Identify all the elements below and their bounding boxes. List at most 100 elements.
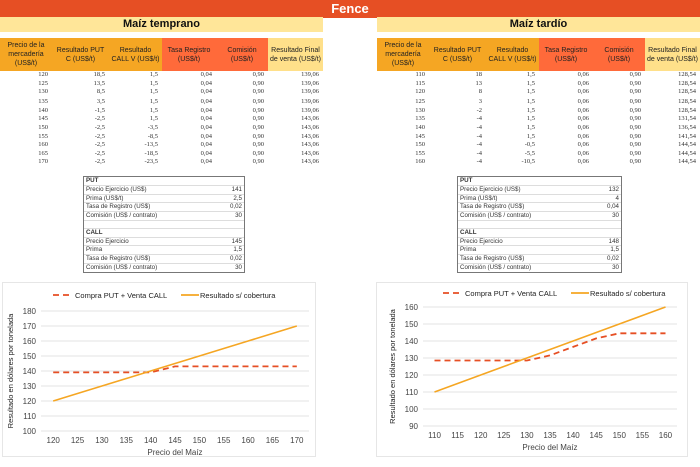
parameter-value: 30 [235,212,242,220]
table-cell: -23,5 [144,158,158,166]
table-row: 140 -4 1,5 0,06 0,90 136,54 [377,124,700,133]
table-cell: 136,54 [678,124,696,132]
table-cell: 125 [38,79,48,87]
y-tick-label: 90 [409,422,418,431]
table-cell: 120 [38,71,48,78]
table-cell: 13,5 [93,79,105,87]
table-cell: -18,5 [144,149,158,157]
parameter-value: 0,02 [229,255,242,263]
table-cell: -3,5 [147,124,158,132]
parameter-row: Precio Ejercicio (US$) 141 [84,186,244,195]
table-cell: 139,06 [301,88,319,96]
y-tick-label: 100 [23,427,37,436]
put-heading-label: PUT [86,177,99,184]
table-cell: 139,06 [301,79,319,87]
parameters-box-left: PUT Precio Ejercicio (US$) 141 Prima (US$/t… [83,176,245,273]
table-cell: 144,54 [678,149,696,157]
parameter-value: 148 [608,237,619,245]
y-tick-label: 170 [23,322,37,331]
parameter-row: Tasa de Registro (US$) 0,04 [458,203,621,213]
y-tick-label: 160 [23,337,37,346]
parameter-row: Precio Ejercicio (US$) 132 [458,186,621,195]
table-cell: 1,5 [526,115,535,123]
call-heading: CALL [458,229,621,238]
y-axis-title: Resultado en dólares por tonelada [6,313,15,428]
section-title-right: Maíz tardío [377,17,700,32]
table-cell: -4 [476,132,482,140]
parameter-label: Precio Ejercicio (US$) [86,185,147,193]
parameter-label: Precio Ejercicio (US$) [460,185,521,193]
y-tick-label: 140 [23,367,37,376]
table-row: 120 18,5 1,5 0,04 0,90 139,06 [0,71,323,80]
table-cell: -0,5 [524,141,535,149]
parameter-row: Comisión (US$ / contrato) 30 [84,212,244,221]
table-cell: 0,04 [200,79,212,87]
x-tick-label: 155 [217,436,231,445]
table-row: 120 8 1,5 0,06 0,90 128,54 [377,88,700,97]
parameter-label: Comisión (US$ / contrato) [86,212,158,220]
table-cell: 0,06 [577,124,589,132]
table-cell: 0,04 [200,98,212,106]
table-cell: 143,06 [301,158,319,166]
table-cell: -2,5 [94,149,105,157]
x-axis-title: Precio del Maíz [147,448,202,456]
parameter-value: 4 [615,194,619,202]
parameter-label: Prima (US$/t) [460,194,498,202]
table-cell: -1,5 [94,106,105,114]
table-cell: 139,06 [301,98,319,106]
table-cell: -4 [476,158,482,166]
table-cell: 141,54 [678,132,696,140]
table-cell: 145 [38,115,48,123]
table-cell: 110 [415,71,425,78]
parameter-row: Precio Ejercicio 148 [458,238,621,247]
table-row: 115 13 1,5 0,06 0,90 128,54 [377,80,700,89]
legend-label-fence: Compra PUT + Venta CALL [465,289,557,298]
x-tick-label: 115 [451,431,464,440]
banner-title: Fence [331,1,369,16]
table-cell: 0,04 [200,88,212,96]
table-cell: 0,06 [577,79,589,87]
table-cell: -4 [476,124,482,132]
y-tick-label: 150 [405,320,419,329]
x-tick-label: 125 [497,431,511,440]
table-cell: 0,90 [629,124,641,132]
spacer [84,221,244,229]
table-cell: 144,54 [678,158,696,166]
table-cell: 128,54 [678,71,696,78]
table-row: 155 -4 -5,5 0,06 0,90 144,54 [377,150,700,159]
table-cell: 0,90 [252,98,264,106]
table-cell: 0,04 [200,106,212,114]
call-heading-label: CALL [460,228,477,236]
table-cell: 0,90 [629,88,641,96]
table-cell: -4 [476,115,482,123]
table-row: 135 3,5 1,5 0,04 0,90 139,06 [0,98,323,107]
table-cell: 155 [415,149,425,157]
table-cell: 125 [415,98,425,106]
table-cell: 128,54 [678,79,696,87]
table-cell: -8,5 [147,132,158,140]
table-cell: 0,90 [252,149,264,157]
table-cell: 0,06 [577,88,589,96]
x-tick-label: 155 [636,431,650,440]
series-line-fence [434,332,666,362]
column-header: Resultado PUT C (US$/t) [52,38,109,71]
parameter-label: Tasa de Registro (US$) [86,203,151,211]
table-cell: 155 [38,132,48,140]
table-cell: 0,90 [629,106,641,114]
parameter-value: 1,5 [233,246,242,254]
table-row: 145 -2,5 1,5 0,04 0,90 143,06 [0,115,323,124]
legend-label-uncovered: Resultado s/ cobertura [590,289,666,298]
table-cell: 1,5 [526,106,535,114]
table-cell: 150 [38,124,48,132]
table-cell: 0,06 [577,132,589,140]
table-cell: 0,90 [629,98,641,106]
table-cell: -13,5 [144,141,158,149]
x-tick-label: 135 [120,436,134,445]
table-cell: 0,90 [252,88,264,96]
parameter-label: Comisión (US$ / contrato) [460,263,532,271]
results-table-right: Precio de la mercadería (US$/t) Resultado… [377,38,700,167]
table-cell: 165 [38,149,48,157]
y-tick-label: 150 [23,352,37,361]
table-cell: 0,90 [629,149,641,157]
table-cell: 0,06 [577,106,589,114]
